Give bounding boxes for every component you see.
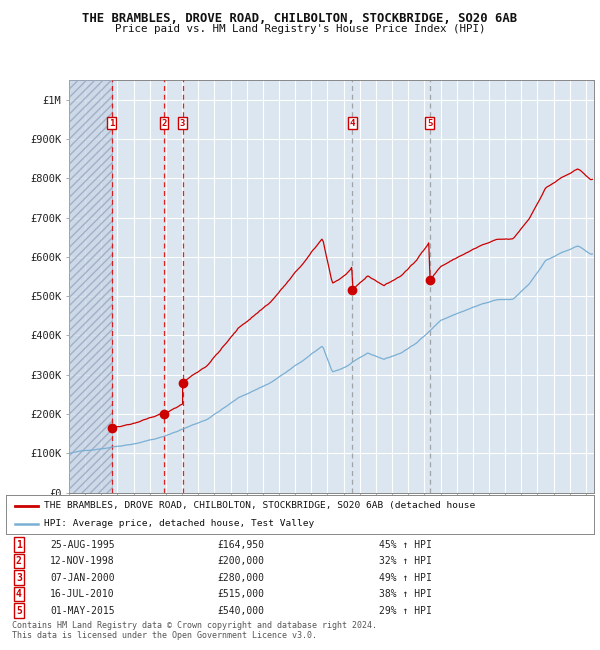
Text: 25-AUG-1995: 25-AUG-1995 [50,540,115,549]
Bar [69,80,112,493]
Text: 4: 4 [350,119,355,128]
Text: £200,000: £200,000 [218,556,265,566]
Text: 1: 1 [109,119,115,128]
Text: £515,000: £515,000 [218,589,265,599]
Text: 45% ↑ HPI: 45% ↑ HPI [379,540,432,549]
Text: 3: 3 [16,573,22,582]
Text: THE BRAMBLES, DROVE ROAD, CHILBOLTON, STOCKBRIDGE, SO20 6AB: THE BRAMBLES, DROVE ROAD, CHILBOLTON, ST… [82,12,518,25]
Text: 49% ↑ HPI: 49% ↑ HPI [379,573,432,582]
Text: 16-JUL-2010: 16-JUL-2010 [50,589,115,599]
Text: 2: 2 [16,556,22,566]
Text: 32% ↑ HPI: 32% ↑ HPI [379,556,432,566]
Text: This data is licensed under the Open Government Licence v3.0.: This data is licensed under the Open Gov… [12,630,317,640]
Text: £164,950: £164,950 [218,540,265,549]
Text: 07-JAN-2000: 07-JAN-2000 [50,573,115,582]
Text: 29% ↑ HPI: 29% ↑ HPI [379,606,432,616]
Text: 01-MAY-2015: 01-MAY-2015 [50,606,115,616]
Text: 3: 3 [180,119,185,128]
Text: HPI: Average price, detached house, Test Valley: HPI: Average price, detached house, Test… [44,519,314,528]
Text: 2: 2 [161,119,167,128]
Text: THE BRAMBLES, DROVE ROAD, CHILBOLTON, STOCKBRIDGE, SO20 6AB (detached house: THE BRAMBLES, DROVE ROAD, CHILBOLTON, ST… [44,501,475,510]
Text: £280,000: £280,000 [218,573,265,582]
Bar [69,80,112,493]
Text: Contains HM Land Registry data © Crown copyright and database right 2024.: Contains HM Land Registry data © Crown c… [12,621,377,630]
Text: 12-NOV-1998: 12-NOV-1998 [50,556,115,566]
Text: 38% ↑ HPI: 38% ↑ HPI [379,589,432,599]
Text: £540,000: £540,000 [218,606,265,616]
Text: 4: 4 [16,589,22,599]
Text: 5: 5 [16,606,22,616]
Text: 1: 1 [16,540,22,549]
Text: 5: 5 [427,119,433,128]
Text: Price paid vs. HM Land Registry's House Price Index (HPI): Price paid vs. HM Land Registry's House … [115,24,485,34]
